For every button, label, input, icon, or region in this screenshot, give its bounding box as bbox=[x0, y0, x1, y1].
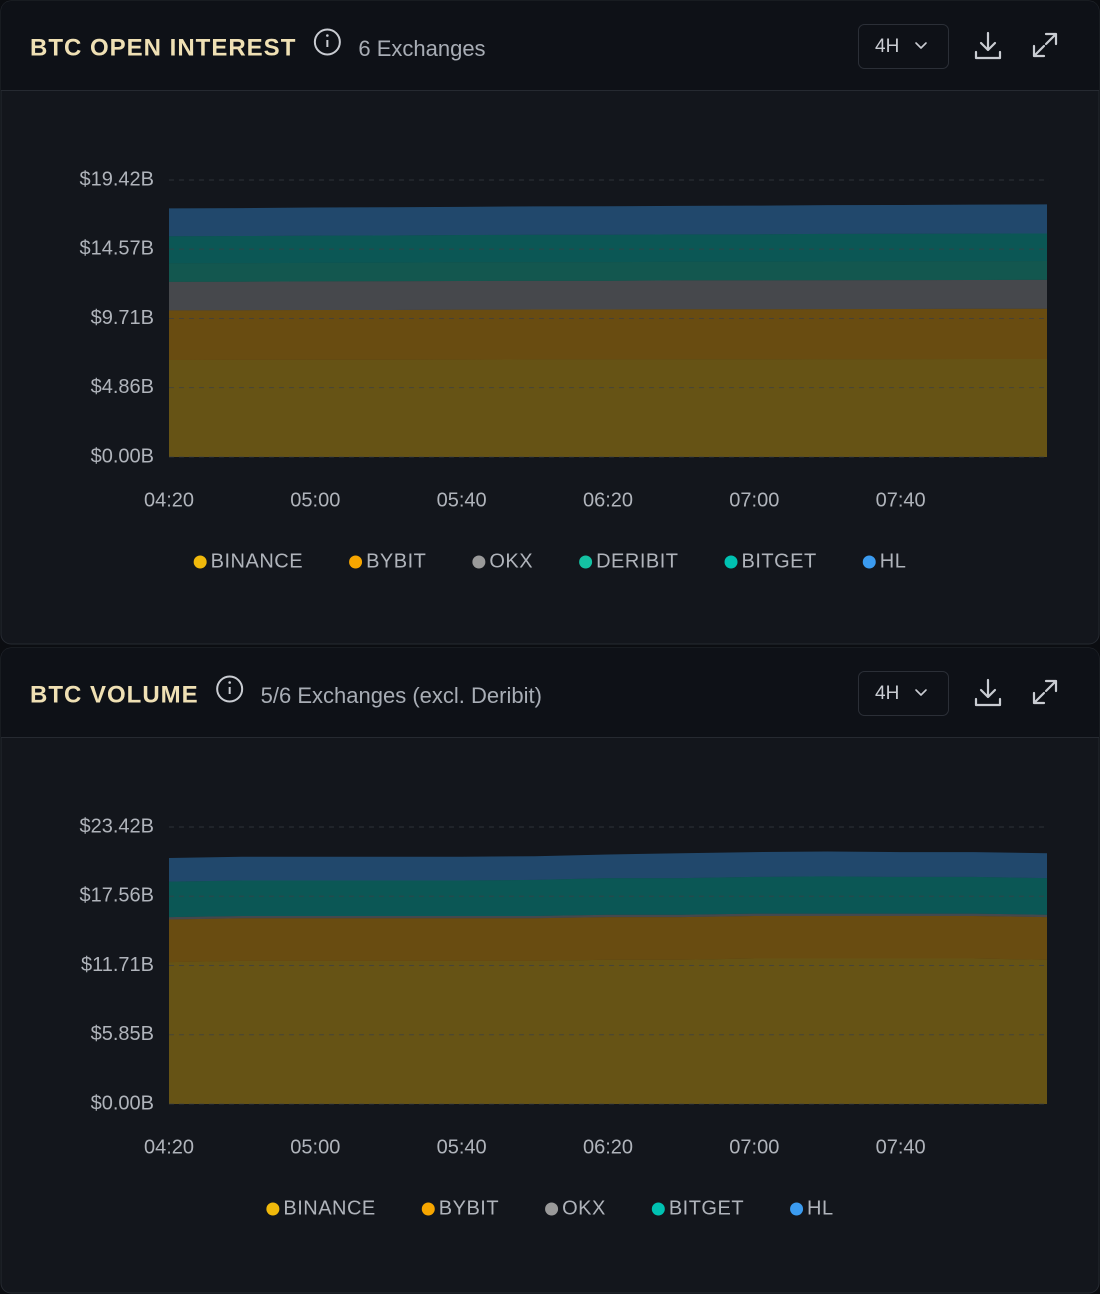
chart-subtitle: 6 Exchanges bbox=[358, 36, 485, 61]
area bbox=[169, 913, 1047, 920]
y-tick-label: $0.00B bbox=[91, 445, 154, 467]
x-tick-label: 05:40 bbox=[437, 1136, 487, 1158]
panel-header-bg bbox=[1, 648, 1099, 737]
legend-dot bbox=[790, 1202, 804, 1216]
x-tick-label: 04:20 bbox=[144, 489, 194, 511]
legend-dot bbox=[651, 1202, 665, 1216]
area bbox=[169, 233, 1047, 264]
x-tick-label: 06:20 bbox=[583, 1136, 633, 1158]
legend-dot bbox=[724, 555, 738, 569]
legend-label[interactable]: BYBIT bbox=[366, 550, 426, 572]
x-tick-label: 05:40 bbox=[437, 489, 487, 511]
chart-title: BTC VOLUME bbox=[30, 681, 199, 708]
chart: BTC VOLUME 5/6 Exchanges (excl. Deribit) 4… bbox=[30, 675, 1047, 1219]
area bbox=[169, 915, 1047, 963]
y-tick-label: $17.56B bbox=[79, 885, 154, 907]
area bbox=[169, 204, 1047, 237]
expand-icon[interactable] bbox=[1032, 32, 1058, 58]
legend-label[interactable]: BYBIT bbox=[439, 1197, 499, 1219]
chart-title: BTC OPEN INTEREST bbox=[30, 34, 296, 61]
legend-dot bbox=[862, 555, 876, 569]
area bbox=[169, 261, 1047, 282]
info-icon[interactable] bbox=[216, 675, 244, 703]
legend-label[interactable]: OKX bbox=[562, 1197, 606, 1219]
info-icon-dot bbox=[326, 34, 329, 37]
area bbox=[169, 876, 1047, 918]
y-tick-label: $0.00B bbox=[91, 1092, 154, 1114]
y-tick-label: $19.42B bbox=[79, 168, 154, 190]
x-tick-label: 07:40 bbox=[876, 489, 926, 511]
timeframe-label: 4H bbox=[875, 683, 899, 704]
legend-label[interactable]: BINANCE bbox=[283, 1197, 375, 1219]
legend-label[interactable]: BINANCE bbox=[211, 550, 303, 572]
chevron-icon bbox=[915, 689, 927, 696]
legend-dot bbox=[421, 1202, 435, 1216]
area bbox=[169, 359, 1047, 457]
legend-dot bbox=[579, 555, 593, 569]
x-tick-label: 07:00 bbox=[729, 489, 779, 511]
legend-label[interactable]: BITGET bbox=[742, 550, 817, 572]
info-icon[interactable] bbox=[313, 28, 341, 56]
legend-dot bbox=[266, 1202, 280, 1216]
legend-label[interactable]: OKX bbox=[489, 550, 533, 572]
legend-label[interactable]: BITGET bbox=[669, 1197, 744, 1219]
x-tick-label: 07:00 bbox=[729, 1136, 779, 1158]
x-tick-label: 05:00 bbox=[290, 489, 340, 511]
area bbox=[169, 308, 1047, 361]
chart: BTC OPEN INTEREST 6 Exchanges 4H $0.00B $4.8… bbox=[30, 28, 1047, 572]
timeframe-button[interactable] bbox=[858, 671, 949, 716]
legend-label[interactable]: HL bbox=[807, 1197, 834, 1219]
legend-dot bbox=[193, 555, 207, 569]
area bbox=[169, 851, 1047, 882]
y-tick-label: $5.85B bbox=[91, 1023, 154, 1045]
legend-label[interactable]: DERIBIT bbox=[596, 550, 678, 572]
x-tick-label: 06:20 bbox=[583, 489, 633, 511]
panel-oi bbox=[0, 0, 1100, 645]
area bbox=[169, 279, 1047, 311]
download-icon[interactable] bbox=[974, 31, 1002, 60]
x-tick-label: 05:00 bbox=[290, 1136, 340, 1158]
legend-dot bbox=[545, 1202, 559, 1216]
timeframe-label: 4H bbox=[875, 36, 899, 57]
chart-subtitle: 5/6 Exchanges (excl. Deribit) bbox=[261, 683, 542, 708]
expand-icon[interactable] bbox=[1032, 679, 1058, 705]
y-tick-label: $4.86B bbox=[91, 376, 154, 398]
x-tick-label: 04:20 bbox=[144, 1136, 194, 1158]
legend-dot bbox=[472, 555, 486, 569]
info-icon-dot bbox=[228, 681, 231, 684]
download-icon[interactable] bbox=[974, 678, 1002, 707]
panel-header-bg bbox=[1, 1, 1099, 90]
legend-label[interactable]: HL bbox=[880, 550, 907, 572]
chevron-icon bbox=[915, 42, 927, 49]
y-tick-label: $14.57B bbox=[79, 237, 154, 259]
y-tick-label: $23.42B bbox=[79, 815, 154, 837]
timeframe-button[interactable] bbox=[858, 24, 949, 69]
area bbox=[169, 958, 1047, 1104]
y-tick-label: $9.71B bbox=[91, 307, 154, 329]
legend-dot bbox=[349, 555, 363, 569]
panel-volume bbox=[0, 647, 1100, 1294]
y-tick-label: $11.71B bbox=[81, 954, 154, 976]
x-tick-label: 07:40 bbox=[876, 1136, 926, 1158]
